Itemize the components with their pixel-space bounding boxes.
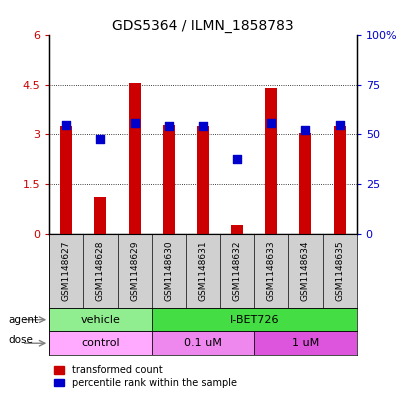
Text: GSM1148633: GSM1148633 — [266, 241, 275, 301]
Bar — [60, 126, 72, 233]
Point — [63, 121, 70, 128]
Point — [199, 123, 206, 129]
Title: GDS5364 / ILMN_1858783: GDS5364 / ILMN_1858783 — [112, 19, 293, 33]
Bar — [299, 133, 311, 233]
Text: GSM1148628: GSM1148628 — [96, 241, 105, 301]
Bar — [94, 197, 106, 233]
Text: GSM1148634: GSM1148634 — [300, 241, 309, 301]
FancyBboxPatch shape — [151, 331, 254, 355]
Text: control: control — [81, 338, 119, 348]
Text: GSM1148627: GSM1148627 — [62, 241, 71, 301]
Bar — [162, 125, 174, 233]
Point — [267, 120, 274, 126]
FancyBboxPatch shape — [49, 308, 151, 331]
Bar — [333, 126, 345, 233]
FancyBboxPatch shape — [254, 331, 356, 355]
FancyBboxPatch shape — [151, 308, 356, 331]
Bar — [128, 83, 140, 233]
FancyBboxPatch shape — [49, 331, 151, 355]
Bar — [265, 88, 276, 233]
Text: GSM1148631: GSM1148631 — [198, 241, 207, 301]
Text: agent: agent — [8, 315, 38, 325]
Text: GSM1148630: GSM1148630 — [164, 241, 173, 301]
Text: dose: dose — [8, 335, 33, 345]
Legend: transformed count, percentile rank within the sample: transformed count, percentile rank withi… — [54, 365, 236, 388]
Text: 0.1 uM: 0.1 uM — [184, 338, 221, 348]
Point — [301, 127, 308, 133]
Text: GSM1148632: GSM1148632 — [232, 241, 241, 301]
Text: GSM1148635: GSM1148635 — [334, 241, 343, 301]
Text: I-BET726: I-BET726 — [229, 315, 278, 325]
Point — [233, 156, 240, 162]
Point — [97, 136, 103, 143]
Text: GSM1148629: GSM1148629 — [130, 241, 139, 301]
Text: 1 uM: 1 uM — [291, 338, 318, 348]
Bar — [196, 126, 209, 233]
Point — [131, 120, 137, 126]
Point — [165, 123, 172, 129]
Bar — [231, 225, 243, 233]
Point — [335, 121, 342, 128]
Text: vehicle: vehicle — [80, 315, 120, 325]
